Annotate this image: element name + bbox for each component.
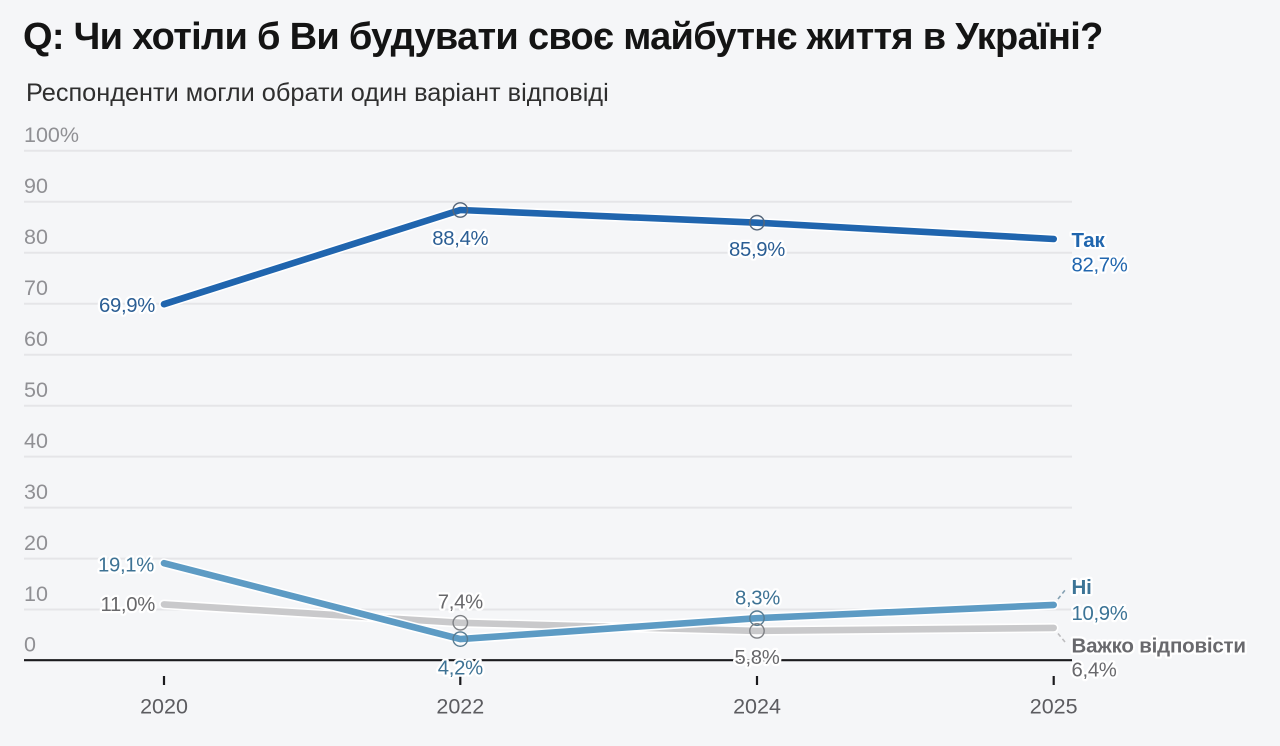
svg-text:88,4%: 88,4% [432,228,488,250]
svg-text:Так: Так [1072,229,1106,252]
svg-text:70: 70 [24,276,48,300]
svg-text:40: 40 [24,429,48,453]
svg-text:2025: 2025 [1030,695,1078,719]
svg-text:90: 90 [24,174,48,198]
svg-text:69,9%: 69,9% [99,295,155,317]
svg-text:2020: 2020 [140,695,188,719]
svg-text:19,1%: 19,1% [98,555,154,577]
svg-text:11,0%: 11,0% [100,594,155,616]
svg-text:50: 50 [24,378,48,402]
svg-text:80: 80 [24,225,48,249]
svg-text:Q: Чи хотіли б Ви будувати сво: Q: Чи хотіли б Ви будувати своє майбутнє… [23,16,1103,58]
svg-text:85,9%: 85,9% [729,239,785,261]
svg-text:5,8%: 5,8% [734,647,779,669]
svg-text:100%: 100% [24,123,79,147]
svg-text:60: 60 [24,327,48,351]
svg-text:10: 10 [24,582,48,606]
svg-text:Ні: Ні [1072,576,1092,599]
svg-text:20: 20 [24,531,48,555]
svg-text:2024: 2024 [733,695,781,719]
svg-text:8,3%: 8,3% [735,588,780,610]
svg-text:0: 0 [24,633,36,657]
svg-text:10,9%: 10,9% [1072,603,1128,625]
svg-text:2022: 2022 [436,695,484,719]
svg-text:4,2%: 4,2% [438,658,483,680]
svg-text:82,7%: 82,7% [1072,255,1128,277]
svg-text:7,4%: 7,4% [438,592,483,614]
svg-text:Важко відповісти: Важко відповісти [1072,635,1246,658]
svg-text:6,4%: 6,4% [1072,660,1117,682]
svg-text:Респонденти могли обрати один: Респонденти могли обрати один варіант ві… [26,79,609,107]
svg-text:30: 30 [24,480,48,504]
